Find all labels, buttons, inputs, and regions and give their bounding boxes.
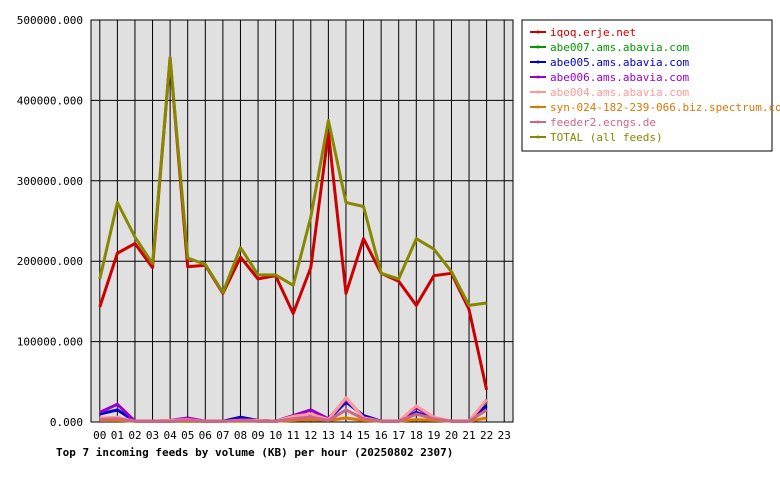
series-line <box>99 408 488 423</box>
x-tick-label: 23 <box>498 429 511 442</box>
y-tick-label: 100000.000 <box>17 336 83 349</box>
x-tick-label: 13 <box>322 429 335 442</box>
x-tick-label: 06 <box>199 429 212 442</box>
legend-marker <box>536 90 540 94</box>
series-lines <box>98 56 489 423</box>
y-tick-label: 0.000 <box>50 416 83 429</box>
legend-marker <box>536 120 540 124</box>
x-tick-label: 18 <box>410 429 423 442</box>
x-tick-label: 09 <box>251 429 264 442</box>
legend-label: abe004.ams.abavia.com <box>550 86 689 99</box>
x-tick-label: 03 <box>146 429 159 442</box>
y-axis-ticks: 0.000 100000.000 200000.000 300000.000 40000… <box>17 14 83 429</box>
legend-marker <box>536 75 540 79</box>
legend-marker <box>536 45 540 49</box>
chart-title: Top 7 incoming feeds by volume (KB) per … <box>56 446 453 459</box>
legend-label: abe007.ams.abavia.com <box>550 41 689 54</box>
legend-label: syn-024-182-239-066.biz.spectrum.com <box>550 101 780 114</box>
x-tick-label: 12 <box>304 429 317 442</box>
x-tick-label: 22 <box>480 429 493 442</box>
legend-marker <box>536 60 540 64</box>
x-tick-label: 21 <box>462 429 475 442</box>
x-tick-label: 16 <box>375 429 388 442</box>
legend-label: feeder2.ecngs.de <box>550 116 656 129</box>
plot-background <box>90 19 514 423</box>
x-tick-label: 15 <box>357 429 370 442</box>
legend: iqoq.erje.net abe007.ams.abavia.com abe005… <box>521 19 780 152</box>
x-tick-label: 04 <box>164 429 178 442</box>
x-tick-label: 08 <box>234 429 247 442</box>
x-tick-label: 10 <box>269 429 282 442</box>
y-tick-label: 500000.000 <box>17 14 83 27</box>
legend-items: iqoq.erje.net abe007.ams.abavia.com abe005… <box>530 26 780 144</box>
x-tick-label: 01 <box>111 429 124 442</box>
y-tick-label: 400000.000 <box>17 94 83 107</box>
x-tick-label: 02 <box>128 429 141 442</box>
legend-marker <box>536 105 540 109</box>
series-line <box>98 56 487 307</box>
x-tick-label: 07 <box>216 429 229 442</box>
x-tick-label: 17 <box>392 429 405 442</box>
x-axis-ticks: 00 01 02 03 04 05 06 07 08 09 10 11 12 13 14 15 16 17 18 19… <box>93 429 511 442</box>
legend-marker <box>536 30 540 34</box>
y-tick-label: 300000.000 <box>17 175 83 188</box>
legend-label: abe006.ams.abavia.com <box>550 71 689 84</box>
x-tick-label: 19 <box>427 429 440 442</box>
legend-box <box>521 19 773 152</box>
legend-marker <box>536 135 540 139</box>
legend-label: abe005.ams.abavia.com <box>550 56 689 69</box>
x-tick-label: 11 <box>287 429 300 442</box>
x-tick-label: 05 <box>181 429 194 442</box>
legend-label: TOTAL (all feeds) <box>550 131 663 144</box>
x-tick-label: 00 <box>93 429 106 442</box>
y-tick-label: 200000.000 <box>17 255 83 268</box>
legend-label: iqoq.erje.net <box>550 26 636 39</box>
x-tick-label: 20 <box>445 429 458 442</box>
x-tick-label: 14 <box>339 429 353 442</box>
